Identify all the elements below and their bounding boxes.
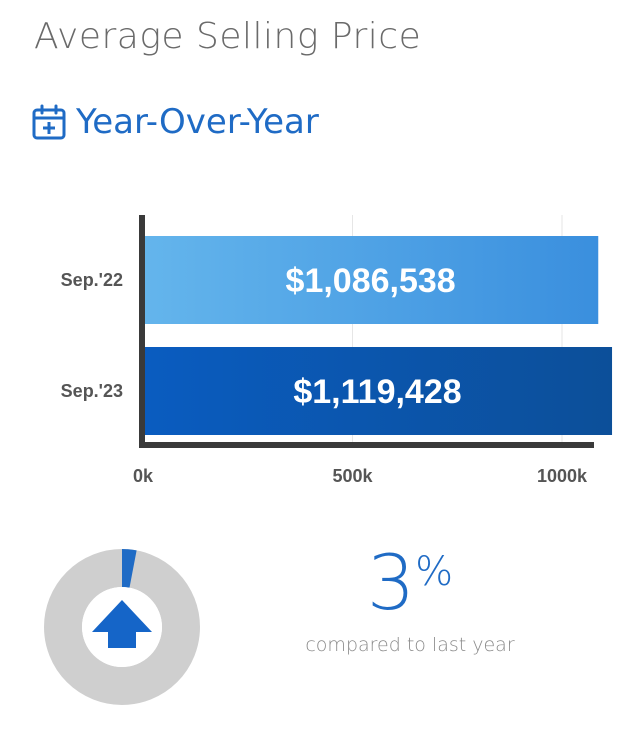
bars: [143, 236, 613, 435]
axes: [139, 215, 594, 448]
arrow-up-icon: [92, 600, 152, 648]
data-label: $1,086,538: [286, 262, 456, 300]
comparison-caption: compared to last year: [305, 634, 515, 656]
data-label: $1,119,428: [293, 373, 461, 411]
percent-change: 3%: [300, 545, 520, 621]
bar: [143, 236, 599, 324]
percent-sign: %: [415, 549, 454, 595]
calendar-plus-icon: [32, 104, 66, 140]
x-tick-label: 1000k: [537, 466, 588, 486]
subtitle-row: Year-Over-Year: [32, 100, 319, 144]
bar-chart: $1,086,538 Sep.'22 $1,119,428 Sep.'23 0k 500k…: [61, 215, 613, 486]
bar: [143, 347, 613, 435]
x-tick-label: 500k: [332, 466, 373, 486]
x-tick-label: 0k: [133, 466, 154, 486]
chart-subtitle: Year-Over-Year: [76, 102, 319, 142]
labels: $1,086,538 Sep.'22 $1,119,428 Sep.'23 0k 500k…: [61, 262, 588, 486]
percent-value: 3: [366, 538, 416, 627]
page-title: Average Selling Price: [34, 16, 422, 57]
category-label: Sep.'23: [61, 381, 123, 401]
category-label: Sep.'22: [61, 270, 123, 290]
change-donut: [44, 549, 200, 705]
donut-progress: [121, 549, 137, 588]
